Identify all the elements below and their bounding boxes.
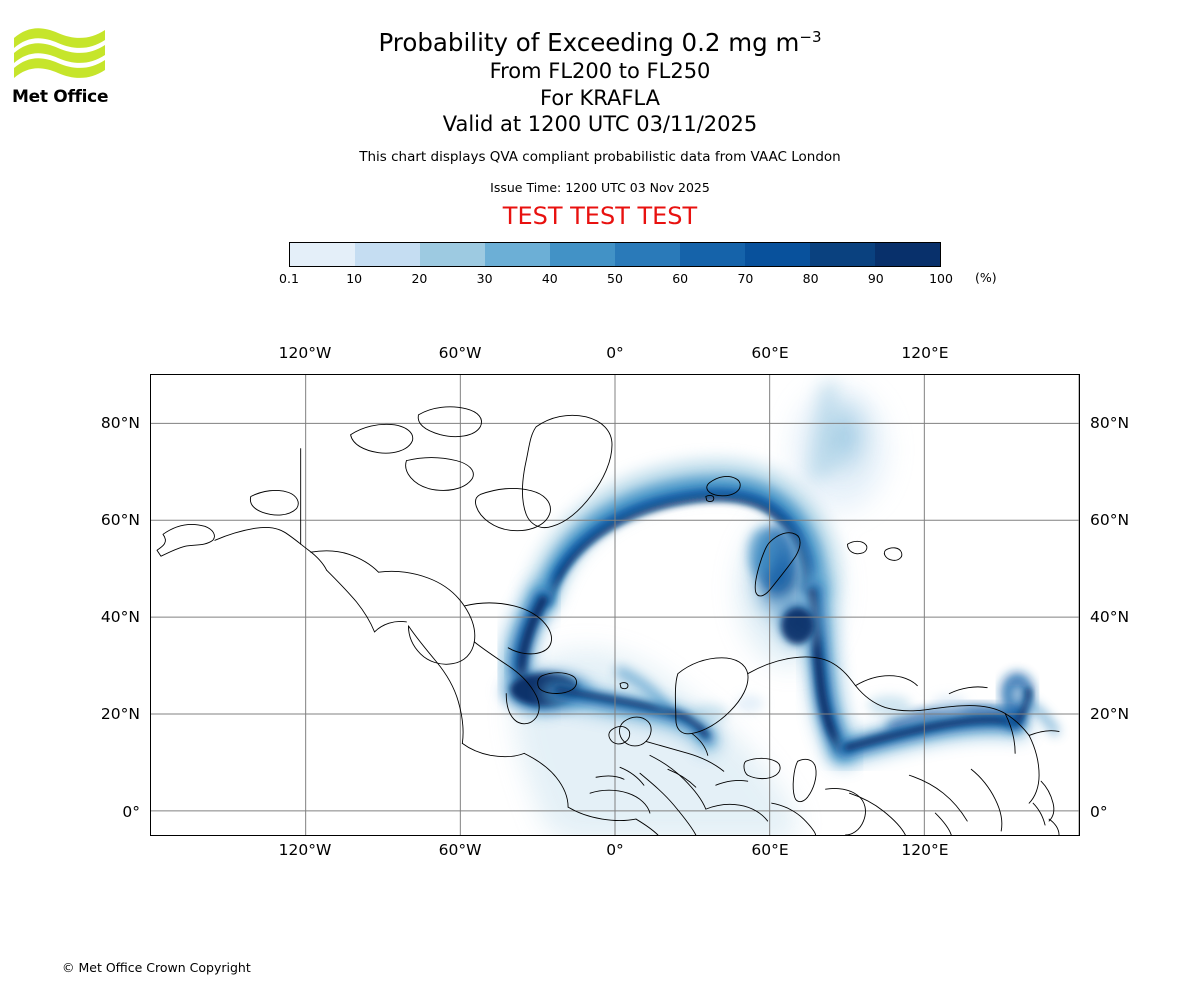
lon-label-0°: 0° [606,344,624,362]
colorbar-bin-20-30 [420,243,485,266]
colorbar-tick-50: 50 [607,271,623,286]
colorbar-bin-30-40 [485,243,550,266]
colorbar-bin-50-60 [615,243,680,266]
colorbar-tick-80: 80 [802,271,819,286]
lat-label-right-0°: 0° [1090,802,1108,821]
lon-label-60°E: 60°E [751,841,789,859]
colorbar-bin-90-100 [875,243,940,266]
map-coastlines [156,406,1060,835]
lat-label-right-20°N: 20°N [1090,705,1130,724]
colorbar-tick-70: 70 [737,271,754,286]
title-block: Probability of Exceeding 0.2 mg m−3 From… [0,22,1200,231]
lat-label-right-80°N: 80°N [1090,413,1130,432]
lon-label-120°E: 120°E [901,841,949,859]
ash-plume-layer [494,380,1060,835]
colorbar-tick-40: 40 [541,271,558,286]
logo-brand-text: Met Office [12,87,109,107]
flight-level-subtitle: From FL200 to FL250 [489,59,711,84]
volcano-subtitle: For KRAFLA [540,85,660,110]
colorbar-gradient [289,242,941,267]
lat-label-right-40°N: 40°N [1090,608,1130,627]
page-title: Probability of Exceeding 0.2 mg m−3 [0,22,1200,58]
siberia-east-ribbon [830,672,1060,765]
lat-label-left-0°: 0° [122,802,140,821]
map-svg [151,375,1079,835]
colorbar-tick-60: 60 [672,271,689,286]
colorbar-bin-80-90 [810,243,875,266]
colorbar-tick-labels: 0.1 10 20 30 40 50 60 70 80 90 100 [279,268,953,290]
colorbar-tick-100: 100 [929,271,953,286]
lat-label-right-60°N: 60°N [1090,510,1130,529]
map-plot-area[interactable] [150,374,1080,836]
colorbar-bin-40-50 [550,243,615,266]
kara-sea-fan [807,380,879,489]
page-title-text: Probability of Exceeding 0.2 mg m [378,28,800,58]
lon-label-60°W: 60°W [438,344,482,362]
lon-label-120°W: 120°W [278,344,332,362]
lat-label-left-20°N: 20°N [100,705,140,724]
colorbar-bin-70-80 [745,243,810,266]
colorbar-tick-20: 20 [411,271,428,286]
qva-note: This chart displays QVA compliant probab… [359,148,841,165]
lat-label-left-60°N: 60°N [100,510,140,529]
lon-label-120°E: 120°E [901,344,949,362]
lat-label-left-80°N: 80°N [100,413,140,432]
colorbar: 0.1 10 20 30 40 50 60 70 80 90 100 [279,242,953,290]
logo-waves-icon [14,28,105,78]
colorbar-bin-10-20 [355,243,420,266]
colorbar-tick-0.1: 0.1 [279,271,299,286]
issue-time: Issue Time: 1200 UTC 03 Nov 2025 [490,179,710,195]
copyright-notice: © Met Office Crown Copyright [62,960,251,975]
colorbar-tick-10: 10 [346,271,363,286]
colorbar-tick-30: 30 [476,271,493,286]
lon-label-0°: 0° [606,841,624,859]
colorbar-bin-60-70 [680,243,745,266]
page-title-exponent: −3 [799,28,822,46]
map-gridlines [151,375,1079,835]
met-office-logo: Met Office [12,24,112,114]
test-banner: TEST TEST TEST [502,201,698,230]
colorbar-bin-0.1-10 [290,243,355,266]
colorbar-tick-90: 90 [867,271,884,286]
lon-label-60°E: 60°E [751,344,789,362]
valid-time-subtitle: Valid at 1200 UTC 03/11/2025 [442,112,758,137]
lon-label-60°W: 60°W [438,841,482,859]
lat-label-left-40°N: 40°N [100,608,140,627]
colorbar-unit-label: (%) [975,270,997,285]
lon-label-120°W: 120°W [278,841,332,859]
